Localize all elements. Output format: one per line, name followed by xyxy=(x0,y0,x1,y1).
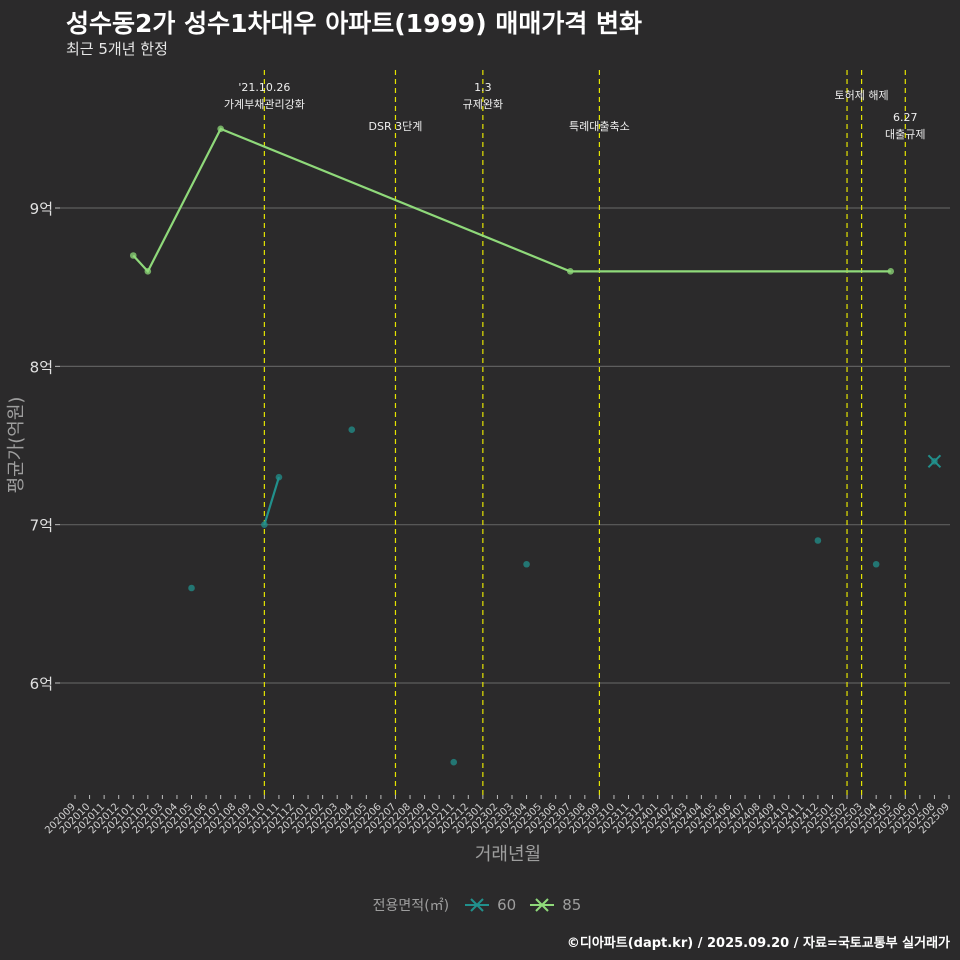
legend-key-60-icon xyxy=(465,898,490,912)
series-layer xyxy=(129,125,942,766)
event-label-202207-0: DSR 3단계 xyxy=(369,120,423,133)
series-60-point-202304 xyxy=(523,560,530,568)
series-85-point-202102 xyxy=(144,268,152,275)
legend-label-85: 85 xyxy=(562,896,582,914)
grid-layer xyxy=(60,207,950,684)
legend-title: 전용면적(㎡) xyxy=(372,898,450,914)
event-label-202301-0: 1.3 xyxy=(474,81,492,94)
y-tick-label-6: 6억 xyxy=(30,675,53,693)
y-axis-label: 평균가(억원) xyxy=(6,397,27,494)
legend: 전용면적(㎡) 60 85 xyxy=(0,895,960,915)
series-60-point-202204 xyxy=(348,426,356,433)
event-label-202110-1: 가계부채관리강화 xyxy=(224,98,305,111)
series-60-point-202412 xyxy=(814,537,822,544)
series-85-line-0 xyxy=(132,127,891,274)
event-label-202301-1: 규제완화 xyxy=(463,98,503,111)
series-60-line-0 xyxy=(263,476,280,525)
y-axis: 6억 7억 8억 9억 xyxy=(30,200,60,693)
event-label-202506-1: 대출규제 xyxy=(885,128,925,141)
series-60-xmark-b xyxy=(927,454,942,469)
series-60-point-202504 xyxy=(872,560,880,568)
event-label-202506-0: 6.27 xyxy=(893,111,918,124)
footer-credit: ©디아파트(dapt.kr) / 2025.09.20 / 자료=국토교통부 실… xyxy=(566,936,950,951)
x-axis: 2020092020102020112020122021012021022021… xyxy=(43,795,952,836)
series-60-point-202111 xyxy=(275,473,283,481)
series-85-point-202505 xyxy=(887,268,895,275)
series-85-point-202307 xyxy=(566,268,574,275)
legend-key-85-icon xyxy=(530,898,555,912)
y-tick-label-8: 8억 xyxy=(30,358,53,376)
event-label-202503-0: 토허제 해제 xyxy=(835,88,889,102)
series-85-point-202107 xyxy=(217,125,224,133)
legend-item-85: 85 xyxy=(528,896,581,914)
series-85-point-202101 xyxy=(129,252,137,259)
event-label-202309-0: 특례대출축소 xyxy=(569,120,630,133)
series-60-point-202110 xyxy=(261,521,268,528)
series-60-point-202105 xyxy=(188,584,195,592)
chart-subtitle: 최근 5개년 한정 xyxy=(66,40,168,58)
y-tick-label-9: 9억 xyxy=(30,200,53,218)
x-axis-label: 거래년월 xyxy=(475,844,541,865)
chart-title: 성수동2가 성수1차대우 아파트(1999) 매매가격 변화 xyxy=(66,9,643,38)
event-label-202110-0: '21.10.26 xyxy=(238,81,290,94)
legend-item-60: 60 xyxy=(463,896,516,914)
series-60-point-202211 xyxy=(450,758,458,766)
legend-label-60: 60 xyxy=(497,896,517,914)
y-tick-label-7: 7억 xyxy=(30,517,53,535)
